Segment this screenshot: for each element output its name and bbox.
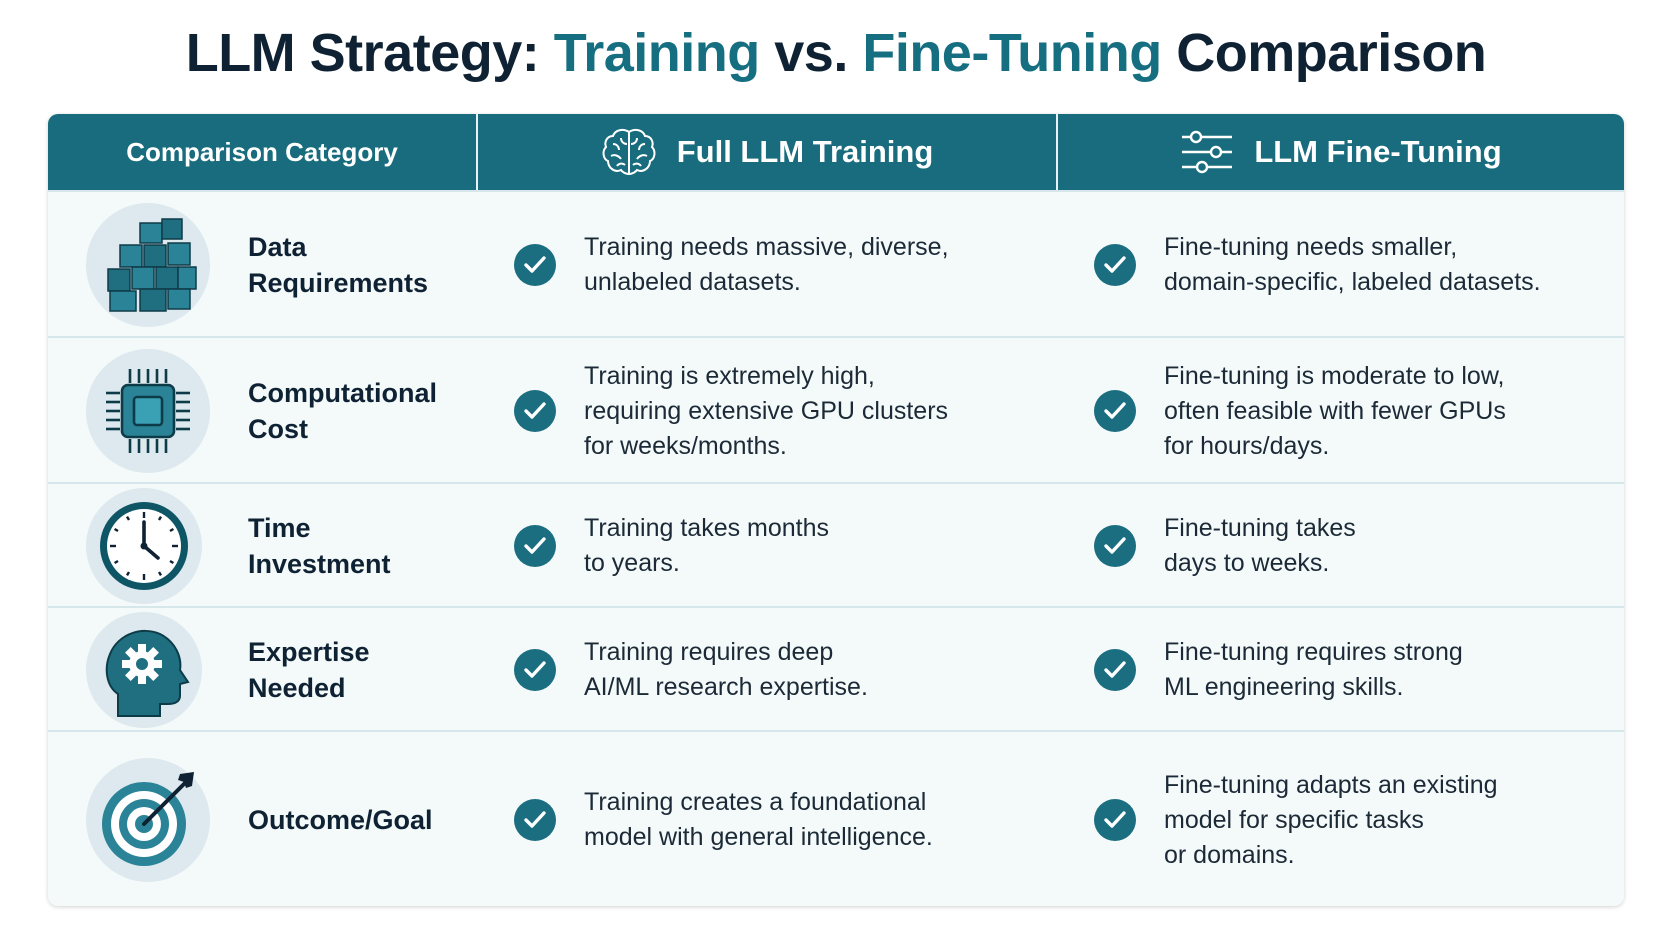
category-label: Computational Cost [248, 378, 437, 444]
header-divider [476, 114, 478, 190]
table-row: Time Investment Training takes months to… [48, 482, 1624, 608]
check-icon [1094, 649, 1136, 691]
cubes-icon [86, 203, 210, 327]
training-text: Training requires deep AI/ML research ex… [584, 638, 868, 701]
check-icon [1094, 525, 1136, 567]
title-part: vs. [759, 23, 863, 83]
check-icon [1094, 799, 1136, 841]
training-text: Training creates a foundational model wi… [584, 788, 933, 851]
category-cell: Expertise Needed [48, 608, 476, 732]
finetuning-cell: Fine-tuning adapts an existing model for… [1058, 732, 1624, 906]
clock-icon [86, 488, 202, 604]
finetuning-text: Fine-tuning requires strong ML engineeri… [1164, 638, 1463, 701]
header-divider [1056, 114, 1058, 190]
chip-icon [86, 349, 210, 473]
training-cell: Training creates a foundational model wi… [478, 732, 1056, 906]
category-label: Expertise Needed [248, 637, 370, 703]
header-training-label: Full LLM Training [676, 134, 934, 169]
title-part: Comparison [1161, 23, 1487, 83]
training-cell: Training requires deep AI/ML research ex… [478, 608, 1056, 732]
table-header: Comparison Category Full LLM Training [48, 114, 1624, 190]
page-title: LLM Strategy: Training vs. Fine-Tuning C… [0, 22, 1672, 84]
brain-icon [601, 126, 657, 178]
finetuning-cell: Fine-tuning takes days to weeks. [1058, 484, 1624, 608]
table-row: Expertise Needed Training requires deep … [48, 606, 1624, 732]
check-icon [514, 525, 556, 567]
target-icon [86, 758, 210, 882]
training-text: Training is extremely high, requiring ex… [584, 361, 949, 460]
check-icon [514, 799, 556, 841]
category-label: Outcome/Goal [248, 805, 433, 835]
title-highlight-finetuning: Fine-Tuning [862, 23, 1162, 83]
table-row: Outcome/Goal Training creates a foundati… [48, 730, 1624, 906]
finetuning-cell: Fine-tuning needs smaller, domain-specif… [1058, 192, 1624, 338]
category-cell: Time Investment [48, 484, 476, 608]
table-row: Computational Cost Training is extremely… [48, 336, 1624, 484]
training-cell: Training takes months to years. [478, 484, 1056, 608]
check-icon [1094, 244, 1136, 286]
finetuning-text: Fine-tuning takes days to weeks. [1164, 514, 1356, 577]
comparison-table: Comparison Category Full LLM Training [48, 114, 1624, 906]
finetuning-cell: Fine-tuning requires strong ML engineeri… [1058, 608, 1624, 732]
header-category-label: Comparison Category [126, 136, 398, 167]
check-icon [514, 390, 556, 432]
header-finetuning-label: LLM Fine-Tuning [1254, 134, 1502, 169]
header-training: Full LLM Training [478, 114, 1056, 190]
finetuning-cell: Fine-tuning is moderate to low, often fe… [1058, 338, 1624, 484]
training-text: Training takes months to years. [584, 514, 830, 577]
header-finetuning: LLM Fine-Tuning [1058, 114, 1624, 190]
category-label: Time Investment [248, 513, 391, 579]
title-highlight-training: Training [553, 23, 761, 83]
sliders-icon [1180, 129, 1234, 175]
check-icon [1094, 390, 1136, 432]
training-cell: Training needs massive, diverse, unlabel… [478, 192, 1056, 338]
check-icon [514, 244, 556, 286]
title-part: LLM Strategy: [185, 23, 554, 83]
finetuning-text: Fine-tuning is moderate to low, often fe… [1164, 361, 1506, 460]
category-cell: Data Requirements [48, 192, 476, 338]
category-cell: Computational Cost [48, 338, 476, 484]
training-text: Training needs massive, diverse, unlabel… [584, 233, 949, 296]
category-label: Data Requirements [248, 232, 429, 298]
header-category: Comparison Category [48, 114, 476, 190]
check-icon [514, 649, 556, 691]
head-gear-icon [86, 612, 202, 728]
finetuning-text: Fine-tuning needs smaller, domain-specif… [1164, 233, 1541, 296]
training-cell: Training is extremely high, requiring ex… [478, 338, 1056, 484]
category-cell: Outcome/Goal [48, 732, 476, 906]
finetuning-text: Fine-tuning adapts an existing model for… [1164, 770, 1498, 869]
table-row: Data Requirements Training needs massive… [48, 190, 1624, 338]
